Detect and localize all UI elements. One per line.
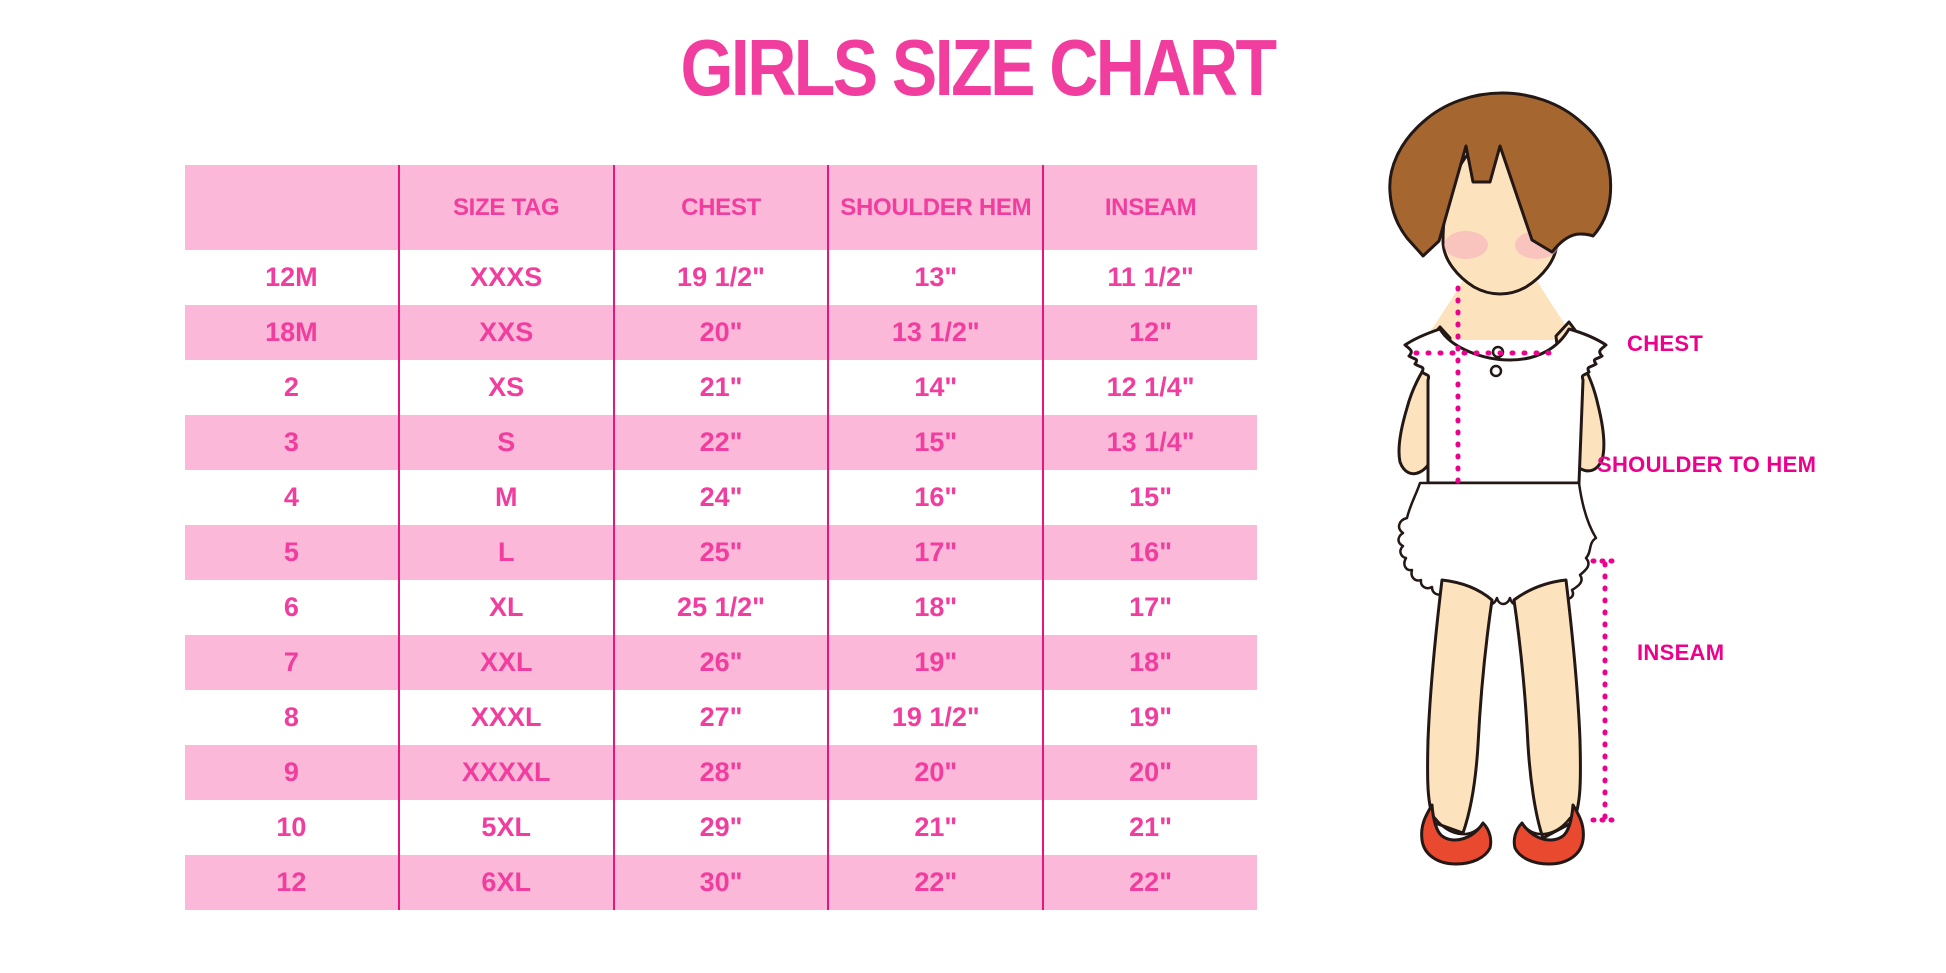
svg-text:SHOULDER TO HEM: SHOULDER TO HEM xyxy=(1597,452,1816,477)
svg-text:CHEST: CHEST xyxy=(1627,331,1703,356)
svg-text:INSEAM: INSEAM xyxy=(1637,640,1724,665)
